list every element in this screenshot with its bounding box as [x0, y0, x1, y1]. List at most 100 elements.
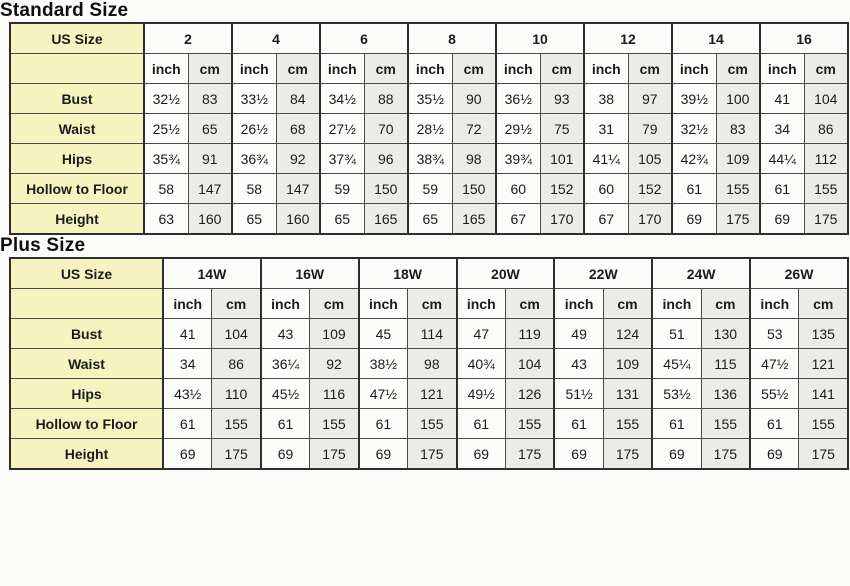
value-cell: 165 [363, 203, 409, 235]
inch-unit-cell: inch [759, 53, 805, 84]
inch-unit-cell: inch [407, 53, 453, 84]
value-cell: 147 [275, 173, 321, 204]
cm-unit-cell: cm [798, 288, 849, 319]
value-cell: 155 [715, 173, 761, 204]
value-cell: 25½ [143, 113, 189, 144]
value-cell: 86 [211, 348, 262, 379]
value-cell: 155 [602, 408, 653, 439]
value-cell: 165 [451, 203, 497, 235]
cm-unit-cell: cm [187, 53, 233, 84]
value-cell: 104 [803, 83, 849, 114]
value-cell: 155 [504, 408, 555, 439]
value-cell: 33½ [231, 83, 277, 114]
row-label-cell: Hips [9, 378, 164, 409]
row-label-cell: Hollow to Floor [9, 173, 145, 204]
size-header-cell: 16W [259, 257, 360, 289]
value-cell: 69 [553, 438, 604, 470]
value-cell: 29½ [495, 113, 541, 144]
value-cell: 175 [715, 203, 761, 235]
row-label-cell: Hips [9, 143, 145, 174]
value-cell: 41¼ [583, 143, 629, 174]
inch-unit-cell: inch [583, 53, 629, 84]
plus-size-title: Plus Size [0, 235, 86, 256]
value-cell: 155 [211, 408, 262, 439]
value-cell: 37¾ [319, 143, 365, 174]
inch-unit-cell: inch [553, 288, 604, 319]
value-cell: 170 [627, 203, 673, 235]
cm-unit-cell: cm [539, 53, 585, 84]
value-cell: 43 [553, 348, 604, 379]
size-header-cell: 18W [357, 257, 458, 289]
value-cell: 47½ [357, 378, 409, 409]
value-cell: 126 [504, 378, 555, 409]
value-cell: 83 [187, 83, 233, 114]
corner-us-size-cell: US Size [9, 22, 145, 54]
value-cell: 32½ [671, 113, 717, 144]
value-cell: 155 [700, 408, 751, 439]
value-cell: 110 [211, 378, 262, 409]
inch-unit-cell: inch [749, 288, 800, 319]
value-cell: 28½ [407, 113, 453, 144]
size-header-cell: 8 [407, 22, 497, 54]
inch-unit-cell: inch [259, 288, 311, 319]
value-cell: 83 [715, 113, 761, 144]
value-cell: 152 [539, 173, 585, 204]
value-cell: 68 [275, 113, 321, 144]
inch-unit-cell: inch [319, 53, 365, 84]
value-cell: 124 [602, 318, 653, 349]
row-label-cell: Height [9, 438, 164, 470]
cm-unit-cell: cm [363, 53, 409, 84]
value-cell: 60 [583, 173, 629, 204]
value-cell: 121 [407, 378, 458, 409]
cm-unit-cell: cm [700, 288, 751, 319]
value-cell: 69 [749, 438, 800, 470]
value-cell: 114 [407, 318, 458, 349]
value-cell: 92 [309, 348, 360, 379]
value-cell: 70 [363, 113, 409, 144]
size-header-cell: 22W [553, 257, 653, 289]
value-cell: 61 [759, 173, 805, 204]
value-cell: 41 [162, 318, 213, 349]
value-cell: 109 [602, 348, 653, 379]
value-cell: 175 [700, 438, 751, 470]
value-cell: 69 [162, 438, 213, 470]
value-cell: 93 [539, 83, 585, 114]
value-cell: 45¼ [651, 348, 702, 379]
value-cell: 119 [504, 318, 555, 349]
value-cell: 175 [504, 438, 555, 470]
value-cell: 42¾ [671, 143, 717, 174]
value-cell: 47½ [749, 348, 800, 379]
value-cell: 65 [319, 203, 365, 235]
standard-size-title: Standard Size [0, 0, 129, 21]
inch-unit-cell: inch [357, 288, 409, 319]
value-cell: 112 [803, 143, 849, 174]
value-cell: 60 [495, 173, 541, 204]
value-cell: 104 [504, 348, 555, 379]
value-cell: 98 [407, 348, 458, 379]
value-cell: 147 [187, 173, 233, 204]
size-header-cell: 14W [162, 257, 262, 289]
value-cell: 116 [309, 378, 360, 409]
value-cell: 61 [553, 408, 604, 439]
value-cell: 59 [319, 173, 365, 204]
value-cell: 43 [259, 318, 311, 349]
value-cell: 79 [627, 113, 673, 144]
value-cell: 69 [651, 438, 702, 470]
value-cell: 61 [259, 408, 311, 439]
value-cell: 34½ [319, 83, 365, 114]
value-cell: 152 [627, 173, 673, 204]
value-cell: 98 [451, 143, 497, 174]
value-cell: 92 [275, 143, 321, 174]
inch-unit-cell: inch [162, 288, 213, 319]
value-cell: 39½ [671, 83, 717, 114]
value-cell: 160 [187, 203, 233, 235]
value-cell: 109 [309, 318, 360, 349]
value-cell: 38¾ [407, 143, 453, 174]
value-cell: 58 [231, 173, 277, 204]
size-header-cell: 4 [231, 22, 321, 54]
size-header-cell: 24W [651, 257, 751, 289]
value-cell: 51 [651, 318, 702, 349]
value-cell: 43½ [162, 378, 213, 409]
cm-unit-cell: cm [803, 53, 849, 84]
value-cell: 51½ [553, 378, 604, 409]
